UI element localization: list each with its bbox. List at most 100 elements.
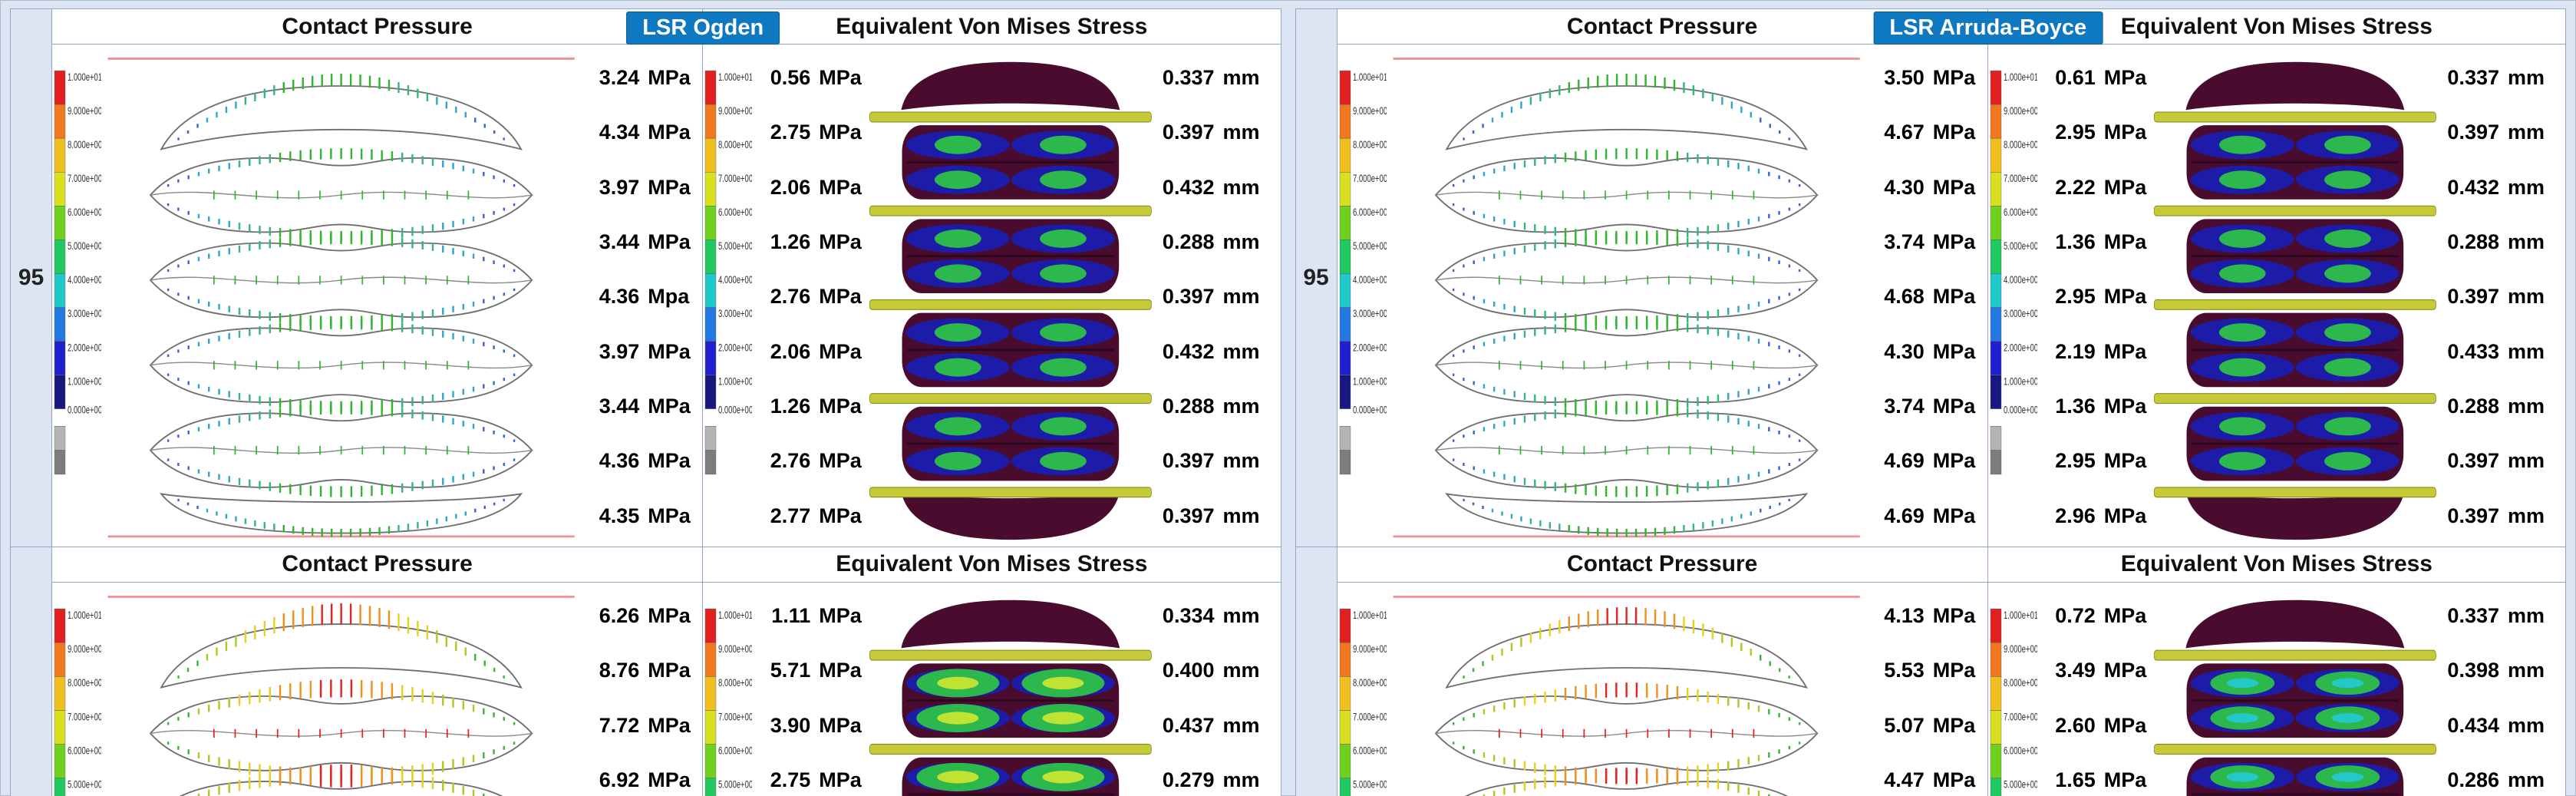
unit-label: mm — [2508, 285, 2545, 309]
unit-label: MPa — [1932, 175, 1976, 199]
svg-text:8.000e+00: 8.000e+00 — [718, 677, 752, 689]
deformation-value-row: 0.334 mm — [1156, 605, 1278, 626]
deformation-value: 0.397 — [2447, 121, 2499, 144]
contact-pressure-value: 4.36 — [599, 449, 640, 473]
von-mises-value-row: 2.77 MPa — [752, 505, 862, 527]
svg-text:8.000e+00: 8.000e+00 — [2004, 677, 2037, 689]
svg-text:2.000e+00: 2.000e+00 — [2004, 342, 2037, 354]
contact-pressure-value-row: 7.72 MPa — [581, 715, 699, 736]
result-panel: Contact Pressure LSR Arruda-Boyce Equiva… — [1337, 9, 2565, 547]
von-mises-value: 5.71 — [770, 659, 811, 682]
contact-pressure-value-row: 3.44 MPa — [581, 230, 699, 253]
unit-label: MPa — [1932, 504, 1976, 527]
contact-pressure-colorbar: 1.000e+01 9.000e+00 8.000e+00 7.000e+00 6.00… — [52, 583, 101, 796]
deformation-value-row: 0.337 mm — [1156, 68, 1278, 88]
svg-text:0.000e+00: 0.000e+00 — [718, 405, 752, 416]
unit-label: Mpa — [648, 285, 690, 309]
von-mises-value-row: 2.06 MPa — [752, 177, 862, 198]
panel-content: 1.000e+01 9.000e+00 8.000e+00 7.000e+00 6.00… — [52, 582, 1281, 796]
unit-label: MPa — [648, 66, 691, 89]
unit-label: MPa — [819, 339, 862, 363]
unit-label: MPa — [1932, 339, 1976, 363]
von-mises-value: 2.76 — [770, 285, 811, 309]
deformation-value: 0.398 — [2447, 659, 2499, 682]
unit-label: MPa — [819, 659, 862, 682]
unit-label: MPa — [648, 768, 691, 792]
unit-label: MPa — [648, 230, 691, 253]
svg-text:6.000e+00: 6.000e+00 — [2004, 745, 2037, 757]
svg-text:0.000e+00: 0.000e+00 — [1353, 405, 1387, 416]
contact-pressure-colorbar: 1.000e+01 9.000e+00 8.000e+00 7.000e+00 6.00… — [52, 45, 101, 547]
contact-pressure-values: 6.26MPa8.76MPa7.72MPa6.92MPa8.75MPa7.72M… — [581, 583, 702, 796]
von-mises-value-row: 2.96 MPa — [2037, 505, 2146, 527]
contact-pressure-contour — [107, 595, 575, 796]
svg-text:1.000e+01: 1.000e+01 — [68, 71, 101, 83]
von-mises-value-row: 1.26 MPa — [752, 395, 862, 417]
svg-text:0.000e+00: 0.000e+00 — [2004, 405, 2037, 416]
unit-label: MPa — [2103, 449, 2147, 473]
unit-label: MPa — [1932, 121, 1976, 144]
von-mises-value: 1.36 — [2055, 394, 2096, 418]
svg-text:8.000e+00: 8.000e+00 — [1353, 677, 1387, 689]
von-mises-value-row: 3.49 MPa — [2037, 660, 2146, 681]
von-mises-value-row: 0.56 MPa — [752, 68, 862, 88]
contact-pressure-header: Contact Pressure — [52, 547, 704, 582]
contact-pressure-values: 3.50 MPa 4.67 MPa 4.30 MPa 3.74 MPa 4.68 MPa 4.30 M… — [1866, 45, 1987, 547]
contact-pressure-value: 4.36 — [599, 285, 640, 309]
von-mises-header: Equivalent Von Mises Stress — [836, 13, 1148, 39]
svg-text:0.000e+00: 0.000e+00 — [68, 405, 101, 416]
contact-pressure-value: 3.24 — [599, 66, 640, 89]
svg-text:9.000e+00: 9.000e+00 — [2004, 105, 2037, 117]
deformation-value-row: 0.432 mm — [2441, 177, 2562, 198]
contact-pressure-value: 3.44 — [599, 230, 640, 253]
svg-text:6.000e+00: 6.000e+00 — [68, 207, 101, 219]
contact-pressure-value-row: 3.97 MPa — [581, 341, 699, 362]
unit-label: mm — [2508, 66, 2545, 89]
svg-text:2.000e+00: 2.000e+00 — [68, 342, 101, 354]
material-badge: LSR Ogden — [626, 12, 780, 45]
fringe-colorbar: 1.000e+01 9.000e+00 8.000e+00 7.000e+00 6.00… — [705, 608, 752, 796]
contact-pressure-value: 4.69 — [1884, 449, 1925, 473]
unit-label: MPa — [1932, 659, 1976, 682]
von-mises-colorbar: 1.000e+01 9.000e+00 8.000e+00 7.000e+00 6.00… — [703, 583, 752, 796]
contact-pressure-value-row: 4.13 MPa — [1866, 605, 1984, 626]
svg-text:3.000e+00: 3.000e+00 — [2004, 309, 2037, 320]
contact-pressure-value-row: 4.36 MPa — [581, 451, 699, 471]
von-mises-value: 1.36 — [2055, 230, 2096, 253]
result-panel: Contact Pressure LSR Ogden Equivalent Vo… — [52, 9, 1281, 547]
panel-header: Contact Pressure Equivalent Von Mises St… — [1337, 547, 2565, 583]
svg-text:4.000e+00: 4.000e+00 — [2004, 275, 2037, 286]
unit-label: mm — [1222, 713, 1260, 737]
hardness-row-label: 110 — [11, 547, 52, 796]
von-mises-value-row: 2.19 MPa — [2037, 339, 2146, 363]
svg-text:8.000e+00: 8.000e+00 — [68, 677, 101, 689]
unit-label: MPa — [648, 449, 691, 473]
deformation-value: 0.432 — [1162, 339, 1215, 363]
contact-pressure-colorbar: 1.000e+01 9.000e+00 8.000e+00 7.000e+00 6.00… — [1337, 583, 1387, 796]
svg-text:7.000e+00: 7.000e+00 — [68, 711, 101, 722]
contact-pressure-plot — [1387, 583, 1866, 796]
svg-text:1.000e+00: 1.000e+00 — [68, 376, 101, 388]
von-mises-value: 2.19 — [2055, 339, 2096, 363]
contact-pressure-value: 5.53 — [1884, 659, 1925, 682]
von-mises-value: 2.06 — [770, 339, 811, 363]
von-mises-value-row: 2.95 MPa — [2037, 449, 2147, 473]
unit-label: mm — [1222, 659, 1260, 682]
von-mises-value-row: 2.75 MPa — [752, 770, 862, 791]
svg-text:3.000e+00: 3.000e+00 — [68, 309, 101, 320]
von-mises-value: 2.22 — [2055, 175, 2096, 199]
contact-pressure-value: 7.72 — [599, 713, 640, 737]
unit-label: mm — [2508, 449, 2545, 473]
von-mises-value: 0.72 — [2055, 603, 2096, 627]
deformation-value-row: 0.400 mm — [1156, 660, 1278, 681]
contact-pressure-colorbar: 1.000e+01 9.000e+00 8.000e+00 7.000e+00 6.00… — [1337, 45, 1387, 547]
contact-pressure-value-row: 3.24 MPa — [581, 68, 699, 88]
unit-label: MPa — [1932, 394, 1976, 418]
von-mises-value-row: 2.76 MPa — [752, 286, 862, 307]
svg-text:6.000e+00: 6.000e+00 — [2004, 207, 2037, 219]
von-mises-value: 3.90 — [770, 713, 811, 737]
von-mises-section: 1.000e+01 9.000e+00 8.000e+00 7.000e+00 6.00… — [703, 583, 1280, 796]
comparison-grid: 95 Contact Pressure LSR Ogden Equivalent… — [10, 8, 2566, 796]
deformation-value: 0.397 — [1162, 504, 1215, 527]
svg-text:3.000e+00: 3.000e+00 — [1353, 309, 1387, 320]
